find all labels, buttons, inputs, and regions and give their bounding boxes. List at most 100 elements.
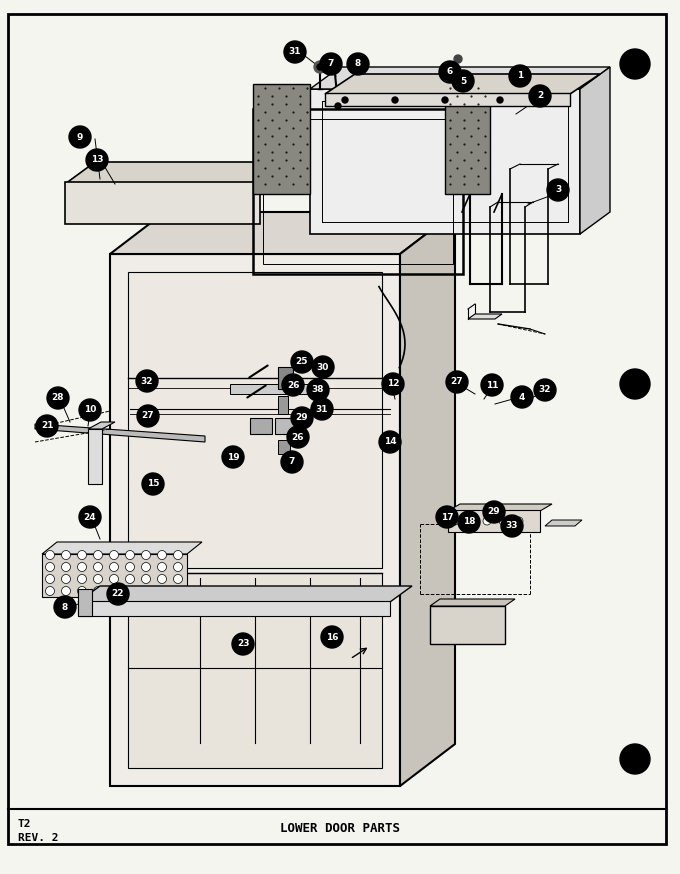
Circle shape — [347, 53, 369, 75]
Text: 14: 14 — [384, 438, 396, 447]
Circle shape — [141, 574, 150, 584]
Polygon shape — [325, 93, 570, 106]
Circle shape — [78, 574, 86, 584]
Circle shape — [547, 179, 569, 201]
Circle shape — [379, 431, 401, 453]
Text: 29: 29 — [488, 508, 500, 517]
Circle shape — [54, 596, 76, 618]
Circle shape — [46, 574, 54, 584]
Text: 32: 32 — [141, 377, 153, 385]
Circle shape — [620, 49, 650, 79]
Circle shape — [481, 374, 503, 396]
Bar — [275, 418, 295, 434]
Circle shape — [501, 515, 523, 537]
Text: LOWER DOOR PARTS: LOWER DOOR PARTS — [280, 822, 400, 836]
Circle shape — [439, 61, 461, 83]
Text: 8: 8 — [355, 59, 361, 68]
Circle shape — [47, 387, 69, 409]
Circle shape — [382, 373, 404, 395]
Polygon shape — [448, 510, 540, 532]
Circle shape — [61, 574, 71, 584]
Circle shape — [79, 399, 101, 421]
Circle shape — [454, 55, 462, 63]
Text: 18: 18 — [463, 517, 475, 526]
Circle shape — [314, 61, 326, 73]
Circle shape — [451, 517, 459, 525]
Circle shape — [109, 563, 118, 572]
Circle shape — [335, 103, 341, 109]
Circle shape — [173, 574, 182, 584]
Polygon shape — [110, 254, 400, 786]
Text: 6: 6 — [447, 67, 453, 77]
Text: 8: 8 — [62, 602, 68, 612]
Circle shape — [94, 551, 103, 559]
Polygon shape — [88, 422, 115, 429]
Bar — [278, 440, 290, 454]
Text: 21: 21 — [41, 421, 53, 431]
Circle shape — [311, 398, 333, 420]
Circle shape — [36, 415, 58, 437]
Text: 10: 10 — [84, 406, 96, 414]
Text: 31: 31 — [289, 47, 301, 57]
Circle shape — [141, 586, 150, 595]
Circle shape — [483, 501, 505, 523]
Circle shape — [442, 97, 448, 103]
Text: 28: 28 — [52, 393, 64, 403]
Circle shape — [529, 85, 551, 107]
Circle shape — [78, 586, 86, 595]
Polygon shape — [430, 599, 515, 606]
Text: 12: 12 — [387, 379, 399, 389]
Circle shape — [320, 53, 342, 75]
Circle shape — [515, 517, 523, 525]
Circle shape — [284, 41, 306, 63]
Circle shape — [392, 97, 398, 103]
Text: REV. 2: REV. 2 — [18, 833, 58, 843]
Circle shape — [94, 563, 103, 572]
Polygon shape — [65, 182, 260, 224]
Text: 27: 27 — [451, 378, 463, 386]
Circle shape — [94, 574, 103, 584]
Circle shape — [291, 407, 313, 429]
Polygon shape — [110, 212, 455, 254]
Text: 19: 19 — [226, 453, 239, 461]
Text: 15: 15 — [147, 480, 159, 489]
Polygon shape — [78, 601, 390, 616]
Text: 32: 32 — [539, 385, 551, 394]
Polygon shape — [42, 554, 187, 597]
Circle shape — [620, 744, 650, 774]
Circle shape — [141, 563, 150, 572]
Polygon shape — [42, 542, 202, 554]
Circle shape — [312, 356, 334, 378]
Circle shape — [281, 451, 303, 473]
Polygon shape — [128, 573, 382, 768]
Circle shape — [173, 551, 182, 559]
Circle shape — [342, 97, 348, 103]
Polygon shape — [445, 84, 490, 194]
Text: 2: 2 — [537, 92, 543, 101]
Circle shape — [158, 586, 167, 595]
Circle shape — [467, 517, 475, 525]
Circle shape — [78, 551, 86, 559]
Circle shape — [321, 626, 343, 648]
Circle shape — [173, 563, 182, 572]
Bar — [278, 396, 288, 414]
Text: 7: 7 — [289, 457, 295, 467]
Circle shape — [499, 517, 507, 525]
Text: 24: 24 — [84, 512, 97, 522]
Polygon shape — [310, 67, 610, 89]
Text: 5: 5 — [460, 77, 466, 86]
Circle shape — [534, 379, 556, 401]
Circle shape — [307, 379, 329, 401]
Circle shape — [61, 551, 71, 559]
Polygon shape — [65, 162, 290, 184]
Polygon shape — [580, 67, 610, 234]
Circle shape — [46, 586, 54, 595]
Circle shape — [287, 426, 309, 448]
Circle shape — [46, 563, 54, 572]
Polygon shape — [325, 74, 600, 94]
Circle shape — [497, 97, 503, 103]
Circle shape — [126, 551, 135, 559]
Text: 26: 26 — [292, 433, 304, 441]
Circle shape — [158, 563, 167, 572]
Circle shape — [61, 563, 71, 572]
